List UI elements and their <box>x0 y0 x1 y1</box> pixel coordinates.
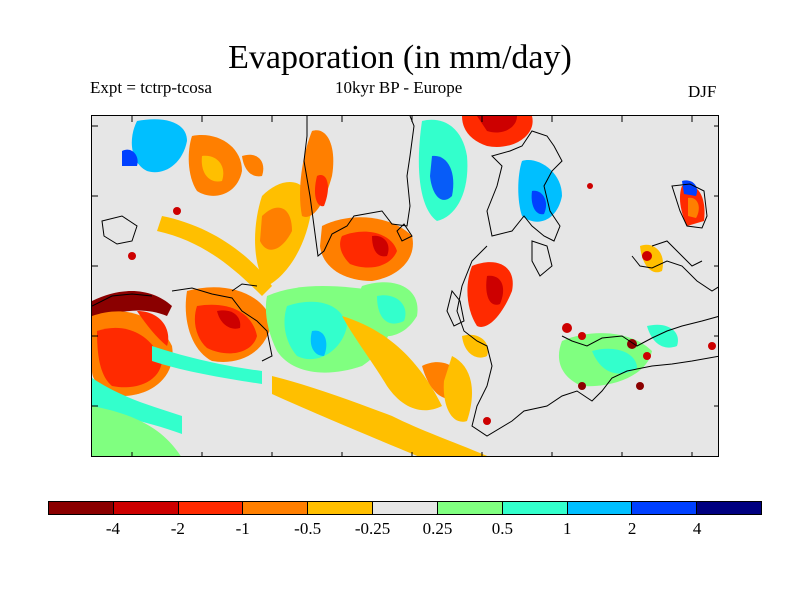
colorbar-swatch <box>567 502 633 514</box>
colorbar-swatch <box>243 502 309 514</box>
colorbar-label: 1 <box>563 519 572 538</box>
season-label: DJF <box>688 82 717 101</box>
evaporation-map <box>91 115 719 457</box>
colorbar-label: -1 <box>235 519 250 538</box>
colorbar-label: -0.25 <box>354 519 391 538</box>
colorbar-label: 4 <box>692 519 702 538</box>
colorbar-label: -0.5 <box>294 519 322 538</box>
colorbar-swatch <box>502 502 568 514</box>
field-central-atlantic <box>152 182 312 384</box>
colorbar-label: -4 <box>105 519 120 538</box>
field-coastal-spots <box>128 183 716 425</box>
coastlines <box>92 116 718 437</box>
colorbar-label: 0.25 <box>422 519 453 538</box>
period-label: 10kyr BP - Europe <box>335 78 463 97</box>
colorbar-swatch <box>632 502 698 514</box>
field-west-europe <box>443 262 513 422</box>
colorbar-label: 2 <box>627 519 637 538</box>
field-yellow-band <box>157 216 488 456</box>
field-northwest <box>122 119 264 196</box>
field-west-atlantic <box>92 290 182 456</box>
field-north-europe <box>300 116 562 281</box>
colorbar-swatch <box>697 502 761 514</box>
colorbar-swatch <box>49 502 114 514</box>
colorbar-swatch <box>178 502 244 514</box>
colorbar-swatch <box>308 502 374 514</box>
colorbar-label: 0.5 <box>491 519 513 538</box>
map-ticks <box>92 116 718 456</box>
colorbar-label: -2 <box>170 519 185 538</box>
colorbar-swatch <box>373 502 438 514</box>
colorbar-swatch <box>437 502 503 514</box>
colorbar-labels: -4 -2 -1 -0.5 -0.25 0.25 0.5 1 2 4 <box>0 518 800 542</box>
field-mid-ocean <box>265 282 418 373</box>
colorbar-swatch <box>113 502 179 514</box>
experiment-label: Expt = tctrp-tcosa <box>90 78 212 97</box>
colorbar <box>48 501 762 515</box>
field-mediterranean <box>558 180 705 387</box>
plot-title: Evaporation (in mm/day) <box>228 39 572 76</box>
map-field <box>92 116 718 456</box>
